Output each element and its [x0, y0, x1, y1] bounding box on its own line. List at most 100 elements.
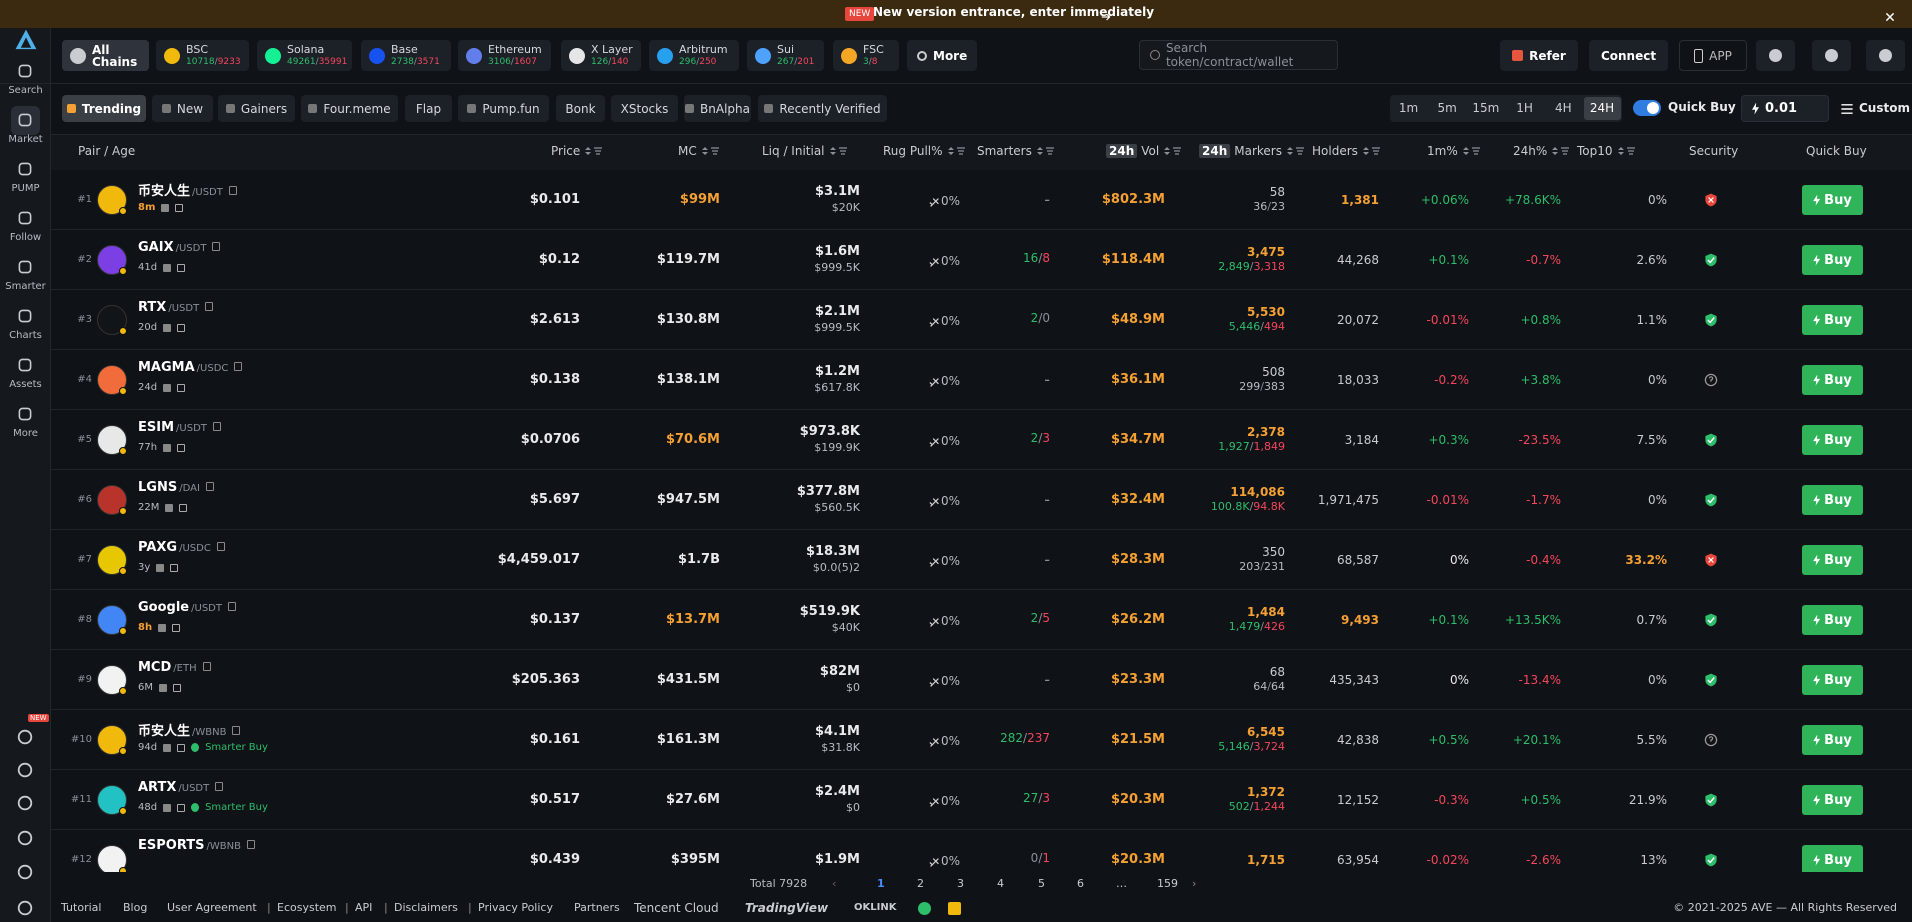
table-row[interactable]: #2 GAIX/USDT 41d $0.12 $119.7M $1.6M $999.5K 0%…	[51, 230, 1912, 290]
app-button[interactable]: APP	[1679, 40, 1747, 71]
sort-icon[interactable]	[1462, 146, 1480, 156]
footer-link[interactable]: Tutorial	[61, 901, 102, 914]
buy-button[interactable]: Buy	[1802, 185, 1863, 215]
buy-button[interactable]: Buy	[1802, 665, 1863, 695]
token-name[interactable]: MCD	[138, 660, 172, 675]
page-number[interactable]: 1	[877, 877, 885, 890]
chain-button[interactable]: Solana 49261/35991	[257, 40, 352, 71]
buy-button[interactable]: Buy	[1802, 845, 1863, 872]
token-name[interactable]: ARTX	[138, 780, 177, 795]
footer-link[interactable]: User Agreement	[167, 901, 257, 914]
token-name[interactable]: 币安人生	[138, 724, 191, 739]
tab[interactable]: Bonk	[556, 95, 605, 122]
sidebar-label[interactable]: Charts	[9, 330, 42, 341]
page-number[interactable]: …	[1116, 877, 1127, 890]
footer-link[interactable]: Ecosystem	[277, 901, 337, 914]
column-header[interactable]: 24h Markers	[1199, 144, 1304, 158]
tab[interactable]: Flap	[405, 95, 452, 122]
chain-button[interactable]: FSC 3/8	[833, 40, 899, 71]
footer-link[interactable]: Disclaimers	[394, 901, 458, 914]
buy-button[interactable]: Buy	[1802, 605, 1863, 635]
chain-button[interactable]: Sui 267/201	[747, 40, 824, 71]
sort-icon[interactable]	[701, 146, 719, 156]
buy-button[interactable]: Buy	[1802, 365, 1863, 395]
tab[interactable]: Recently Verified	[758, 95, 887, 122]
token-name[interactable]: Google	[138, 600, 190, 615]
column-header[interactable]: 24h Vol	[1106, 144, 1182, 158]
interval-button[interactable]: 1m	[1398, 101, 1419, 115]
column-header[interactable]: Pair / Age	[78, 144, 135, 158]
page-number[interactable]: 6	[1077, 877, 1084, 890]
token-name[interactable]: LGNS	[138, 480, 178, 495]
sidebar-label[interactable]: Smarter	[5, 281, 46, 292]
amount-input[interactable]: 0.01	[1741, 95, 1829, 122]
table-row[interactable]: #7 PAXG/USDC 3y $4,459.017 $1.7B $18.3M $0.0(5…	[51, 530, 1912, 590]
column-header[interactable]: Top10	[1577, 144, 1635, 158]
chain-button[interactable]: Base 2738/3571	[361, 40, 451, 71]
sidebar-label[interactable]: More	[13, 428, 38, 439]
table-row[interactable]: #8 Google/USDT 8h $0.137 $13.7M $519.9K $40K 0%…	[51, 590, 1912, 650]
table-row[interactable]: #5 ESIM/USDT 77h $0.0706 $70.6M $973.8K $199.9…	[51, 410, 1912, 470]
sort-icon[interactable]	[1163, 146, 1182, 156]
sidebar-label[interactable]: Market	[8, 134, 43, 145]
page-number[interactable]: 3	[957, 877, 964, 890]
column-header[interactable]: Price	[551, 144, 603, 158]
page-number[interactable]: 2	[917, 877, 924, 890]
buy-button[interactable]: Buy	[1802, 305, 1863, 335]
buy-button[interactable]: Buy	[1802, 485, 1863, 515]
chain-button[interactable]: All Chains	[62, 40, 149, 71]
tab[interactable]: Gainers	[218, 95, 295, 122]
sort-icon[interactable]	[1286, 146, 1304, 156]
tab[interactable]: Pump.fun	[458, 95, 549, 122]
next-page[interactable]: ›	[1192, 877, 1197, 890]
table-row[interactable]: #1 币安人生/USDT 8m $0.101 $99M $3.1M $20K 0% - $802.…	[51, 170, 1912, 230]
table-row[interactable]: #10 币安人生/WBNB 94d Smarter Buy $0.161 $161.3M $…	[51, 710, 1912, 770]
tab[interactable]: XStocks	[611, 95, 678, 122]
icon-button[interactable]	[1812, 40, 1851, 71]
interval-button[interactable]: 5m	[1437, 101, 1457, 115]
table-row[interactable]: #11 ARTX/USDT 48d Smarter Buy $0.517 $27.6M $2…	[51, 770, 1912, 830]
page-number[interactable]: 5	[1038, 877, 1045, 890]
more-button[interactable]: More	[907, 40, 977, 71]
table-row[interactable]: #4 MAGMA/USDC 24d $0.138 $138.1M $1.2M $617.8K…	[51, 350, 1912, 410]
sort-icon[interactable]	[1036, 146, 1054, 156]
column-header[interactable]: Rug Pull%	[883, 144, 965, 158]
interval-button[interactable]: 1H	[1516, 101, 1533, 115]
footer-link[interactable]: Partners	[574, 901, 620, 914]
column-header[interactable]: MC	[678, 144, 719, 158]
token-name[interactable]: RTX	[138, 300, 167, 315]
sort-icon[interactable]	[584, 146, 603, 156]
column-header[interactable]: Smarters	[977, 144, 1054, 158]
column-header[interactable]: 1m%	[1427, 144, 1480, 158]
connect-button[interactable]: Connect	[1589, 40, 1668, 71]
tab[interactable]: Trending	[62, 95, 146, 122]
tab[interactable]: BnAlpha	[684, 95, 751, 122]
token-name[interactable]: ESPORTS	[138, 838, 205, 853]
column-header[interactable]: Holders	[1312, 144, 1380, 158]
footer-link[interactable]: Blog	[123, 901, 148, 914]
buy-button[interactable]: Buy	[1802, 245, 1863, 275]
sidebar-label[interactable]: Search	[8, 85, 43, 96]
buy-button[interactable]: Buy	[1802, 725, 1863, 755]
sort-icon[interactable]	[1362, 146, 1380, 156]
search-box[interactable]: Search token/contract/wallet	[1139, 40, 1338, 70]
interval-button[interactable]: 15m	[1472, 101, 1500, 115]
refer-button[interactable]: Refer	[1500, 40, 1578, 71]
buy-button[interactable]: Buy	[1802, 425, 1863, 455]
buy-button[interactable]: Buy	[1802, 785, 1863, 815]
chain-button[interactable]: Ethereum 3106/1607	[458, 40, 551, 71]
chain-button[interactable]: X Layer 126/140	[561, 40, 641, 71]
icon-button[interactable]	[1866, 40, 1905, 71]
chain-button[interactable]: BSC 10718/9233	[156, 40, 249, 71]
column-header[interactable]: Liq / Initial	[762, 144, 847, 158]
token-name[interactable]: 币安人生	[138, 184, 191, 199]
sort-icon[interactable]	[829, 146, 847, 156]
column-header[interactable]: 24h%	[1513, 144, 1570, 158]
table-row[interactable]: #12 ESPORTS/WBNB $0.439 $395M $1.9M 0% 0/1 $20.…	[51, 830, 1912, 872]
page-number[interactable]: 159	[1157, 877, 1178, 890]
sidebar-label[interactable]: Assets	[9, 379, 42, 390]
table-row[interactable]: #6 LGNS/DAI 22M $5.697 $947.5M $377.8M $560.5K…	[51, 470, 1912, 530]
footer-link[interactable]: Privacy Policy	[478, 901, 553, 914]
page-number[interactable]: 4	[997, 877, 1004, 890]
table-row[interactable]: #9 MCD/ETH 6M $205.363 $431.5M $82M $0 0% - $23.3…	[51, 650, 1912, 710]
